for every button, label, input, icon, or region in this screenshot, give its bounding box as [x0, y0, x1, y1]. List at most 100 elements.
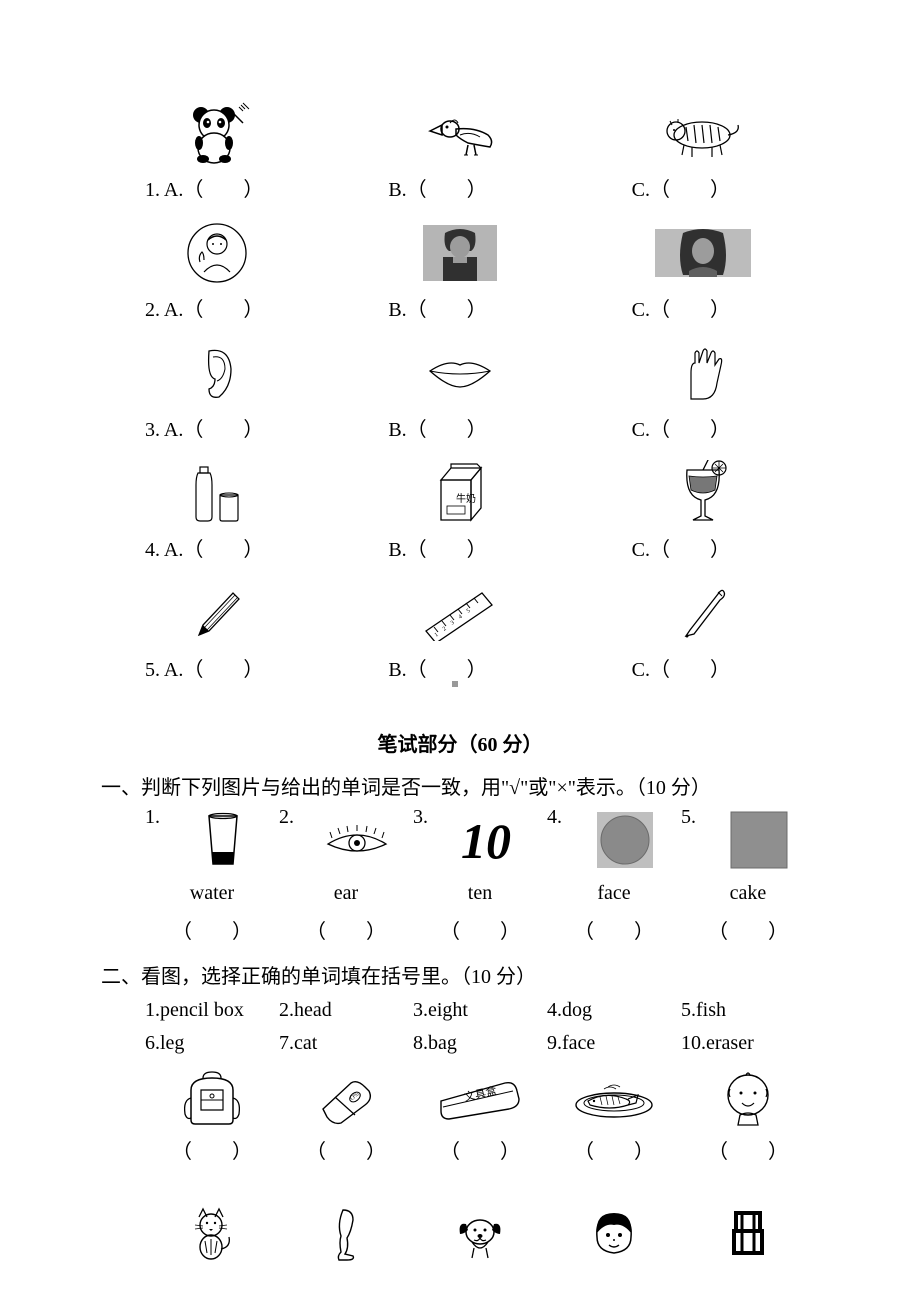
q2-image-row-2 [145, 1204, 815, 1264]
pen-icon [676, 580, 730, 645]
cat-icon [145, 1204, 279, 1264]
option-5a: 5. A.（ ） [105, 653, 263, 682]
bank-item: 3.eight [413, 999, 547, 1022]
q1-item-5: 5. cake （ ） [681, 810, 815, 944]
cup-water-icon [166, 810, 279, 870]
q1-item-2: 2. ear （ ） [279, 810, 413, 944]
bank-item: 10.eraser [681, 1032, 815, 1055]
drink-glass-icon [675, 460, 731, 525]
q1-word-4: face [597, 882, 630, 905]
mouth-icon [424, 340, 496, 405]
option-1b: B.（ ） [348, 173, 486, 202]
cell-1b: B.（ ） [348, 100, 571, 220]
q2-blank: （ ） [279, 1135, 413, 1164]
q2-blank: （ ） [413, 1135, 547, 1164]
written-section-title: 笔试部分（60 分） [105, 728, 815, 757]
q1-blank-3: （ ） [440, 915, 520, 944]
fish-plate-icon [547, 1069, 681, 1129]
cell-4b: 牛奶 B.（ ） [348, 460, 571, 580]
grey-circle-icon [568, 810, 681, 870]
baby-head-icon [681, 1069, 815, 1129]
q2-image-row-1: O% 文具盒 [145, 1069, 815, 1129]
q2-blank-row-1: （ ） （ ） （ ） （ ） （ ） [145, 1135, 815, 1164]
q1-num-5: 5. [681, 806, 696, 829]
svg-text:3: 3 [450, 620, 456, 627]
worksheet-page: 1. A.（ ） B.（ ） [0, 0, 920, 1310]
hand-icon [677, 340, 729, 405]
cell-5b: 1 2 3 4 5 B.（ ） [348, 580, 571, 700]
svg-text:4: 4 [458, 614, 464, 621]
bird-icon [420, 100, 500, 165]
q2-blank: （ ） [681, 1135, 815, 1164]
q1-blank-2: （ ） [306, 915, 386, 944]
dog-icon [413, 1204, 547, 1264]
face-girl-icon [547, 1204, 681, 1264]
option-2b: B.（ ） [348, 293, 486, 322]
option-2a: 2. A.（ ） [105, 293, 263, 322]
option-5c: C.（ ） [592, 653, 730, 682]
cell-2a: 2. A.（ ） [105, 220, 328, 340]
q1-item-3: 3. 10 ten （ ） [413, 810, 547, 944]
option-4b: B.（ ） [348, 533, 486, 562]
option-1c: C.（ ） [592, 173, 730, 202]
cell-1a: 1. A.（ ） [105, 100, 328, 220]
svg-text:2: 2 [442, 626, 448, 633]
q1-blank-5: （ ） [708, 915, 788, 944]
panda-icon [181, 100, 253, 165]
bank-item: 7.cat [279, 1032, 413, 1055]
option-2c: C.（ ） [592, 293, 730, 322]
teacher-icon [186, 220, 248, 285]
person-short-hair-icon [421, 220, 499, 285]
q1-word-5: cake [730, 882, 767, 905]
milk-carton-icon: 牛奶 [429, 460, 491, 525]
pencil-box-icon: 文具盒 [413, 1069, 547, 1129]
cell-3c: C.（ ） [592, 340, 815, 460]
bank-item: 1.pencil box [145, 999, 279, 1022]
bank-item: 8.bag [413, 1032, 547, 1055]
cell-2c: C.（ ） [592, 220, 815, 340]
cell-5c: C.（ ） [592, 580, 815, 700]
q1-word-3: ten [468, 882, 492, 905]
q1-num-3: 3. [413, 806, 428, 829]
cell-4c: C.（ ） [592, 460, 815, 580]
option-5b: B.（ ） [348, 653, 486, 682]
q1-word-2: ear [334, 882, 358, 905]
cell-3a: 3. A.（ ） [105, 340, 328, 460]
eraser-icon: O% [279, 1069, 413, 1129]
option-1a: 1. A.（ ） [105, 173, 263, 202]
q2-blank: （ ） [547, 1135, 681, 1164]
q1-num-1: 1. [145, 806, 160, 829]
svg-text:牛奶: 牛奶 [456, 492, 476, 505]
eye-icon [300, 810, 413, 870]
leg-icon [279, 1204, 413, 1264]
schoolbag-icon [145, 1069, 279, 1129]
ear-icon [195, 340, 239, 405]
ruler-icon: 1 2 3 4 5 [420, 580, 500, 645]
option-4a: 4. A.（ ） [105, 533, 263, 562]
option-3c: C.（ ） [592, 413, 730, 442]
grey-square-icon [702, 810, 815, 870]
q1-num-4: 4. [547, 806, 562, 829]
number-eight-icon [681, 1204, 815, 1264]
bottle-cup-icon [190, 460, 244, 525]
person-long-hair-icon [653, 220, 753, 285]
cell-1c: C.（ ） [592, 100, 815, 220]
cell-4a: 4. A.（ ） [105, 460, 328, 580]
svg-text:1: 1 [434, 632, 440, 639]
pencil-icon [189, 580, 245, 645]
q1-blank-4: （ ） [574, 915, 654, 944]
q1-instruction: 一、判断下列图片与给出的单词是否一致，用"√"或"×"表示。（10 分） [101, 771, 815, 800]
cell-3b: B.（ ） [348, 340, 571, 460]
number-ten-icon: 10 [434, 810, 547, 870]
option-3a: 3. A.（ ） [105, 413, 263, 442]
bank-item: 6.leg [145, 1032, 279, 1055]
svg-text:文具盒: 文具盒 [463, 1083, 498, 1104]
q1-blank-1: （ ） [172, 915, 252, 944]
q1-num-2: 2. [279, 806, 294, 829]
cell-5a: 5. A.（ ） [105, 580, 328, 700]
option-4c: C.（ ） [592, 533, 730, 562]
q2-blank: （ ） [145, 1135, 279, 1164]
tiger-icon [658, 100, 748, 165]
q1-word-1: water [190, 882, 234, 905]
q1-item-1: 1. water （ ） [145, 810, 279, 944]
